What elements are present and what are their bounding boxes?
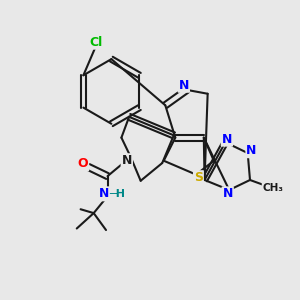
Text: N: N (98, 187, 109, 200)
Text: N: N (246, 144, 257, 157)
Text: Cl: Cl (90, 36, 103, 49)
Text: S: S (194, 171, 203, 184)
Text: N: N (223, 187, 233, 200)
Text: O: O (78, 157, 88, 170)
Text: CH₃: CH₃ (262, 183, 284, 193)
Text: N: N (122, 154, 132, 167)
Text: N: N (178, 79, 189, 92)
Text: N: N (222, 133, 232, 146)
Text: ─H: ─H (110, 189, 126, 199)
